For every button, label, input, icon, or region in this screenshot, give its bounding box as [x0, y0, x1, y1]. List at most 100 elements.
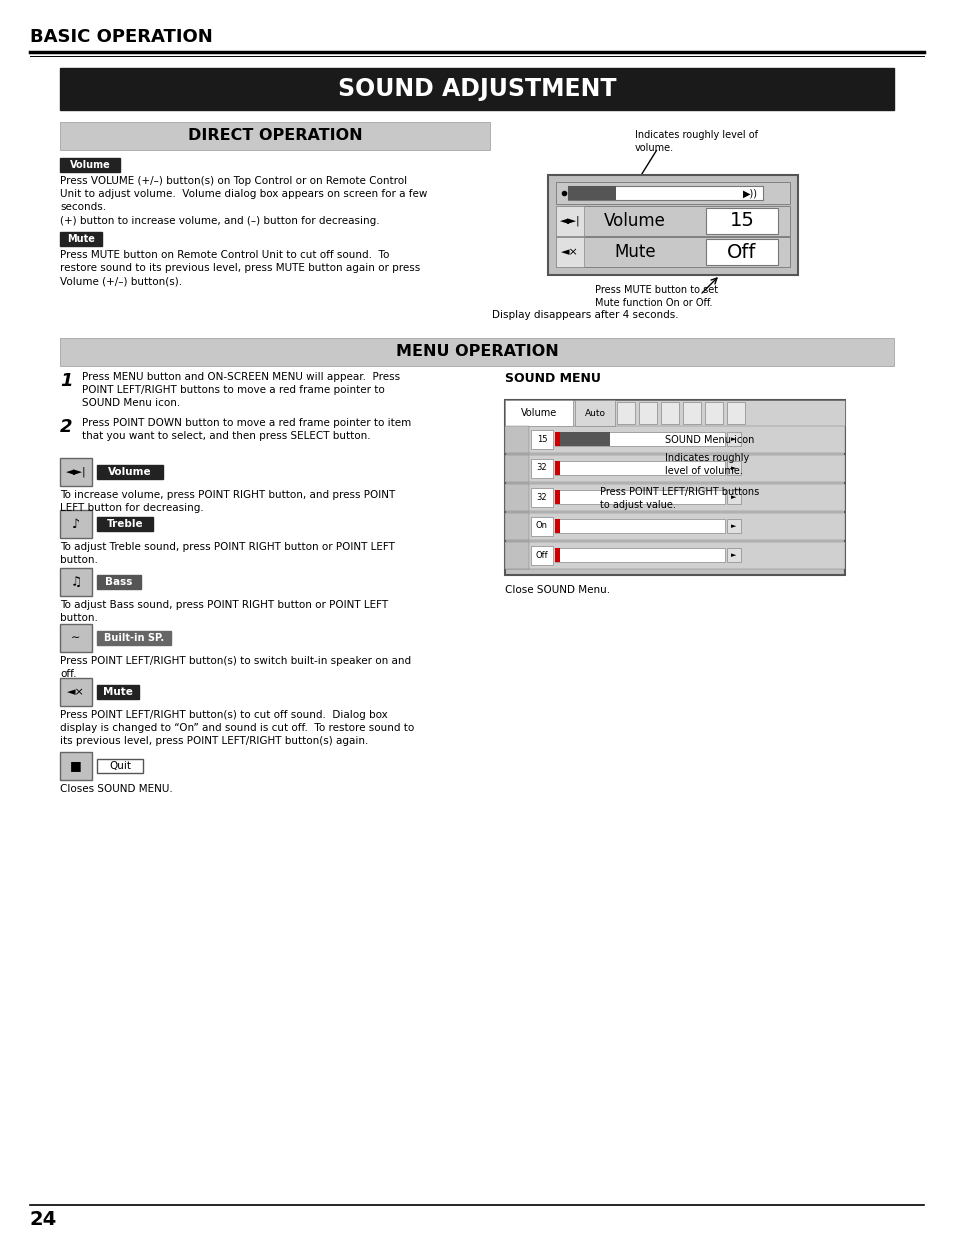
Bar: [504, 400, 844, 576]
Text: 15: 15: [537, 435, 547, 443]
Text: Press MENU button and ON-SCREEN MENU will appear.  Press
POINT LEFT/RIGHT button: Press MENU button and ON-SCREEN MENU wil…: [82, 372, 399, 409]
Text: ►: ►: [731, 436, 736, 442]
Text: Treble: Treble: [107, 519, 143, 529]
Bar: [60, 458, 91, 487]
Text: ►: ►: [731, 552, 736, 558]
Bar: [504, 426, 529, 453]
Text: Off: Off: [536, 551, 548, 559]
Text: ◄×: ◄×: [67, 687, 85, 697]
Text: On: On: [536, 521, 547, 531]
Bar: [531, 546, 553, 564]
Bar: [60, 68, 893, 110]
Text: Press MUTE button to set
Mute function On or Off.: Press MUTE button to set Mute function O…: [595, 285, 718, 309]
Text: SOUND MENU: SOUND MENU: [504, 372, 600, 385]
Text: 32: 32: [537, 493, 547, 501]
Text: To increase volume, press POINT RIGHT button, and press POINT
LEFT button for de: To increase volume, press POINT RIGHT bu…: [60, 490, 395, 514]
Bar: [555, 432, 609, 446]
Text: ♫: ♫: [71, 576, 82, 589]
Text: 1: 1: [60, 372, 72, 390]
Bar: [504, 484, 844, 511]
Text: Mute: Mute: [614, 243, 655, 261]
Bar: [531, 517, 553, 536]
Text: Mute: Mute: [67, 233, 95, 245]
Bar: [726, 461, 740, 475]
Bar: [556, 206, 583, 236]
Bar: [60, 624, 91, 652]
Bar: [555, 490, 559, 504]
Text: Auto: Auto: [584, 409, 605, 417]
Bar: [60, 510, 91, 538]
Bar: [555, 432, 559, 446]
Text: ►: ►: [731, 466, 736, 471]
Bar: [567, 186, 762, 200]
Bar: [617, 403, 635, 424]
Bar: [555, 548, 559, 562]
Text: Quit: Quit: [109, 761, 131, 771]
Bar: [575, 400, 615, 426]
Bar: [60, 158, 120, 172]
Bar: [555, 432, 724, 446]
Text: Volume: Volume: [520, 408, 557, 417]
Text: Press POINT DOWN button to move a red frame pointer to item
that you want to sel: Press POINT DOWN button to move a red fr…: [82, 417, 411, 441]
Bar: [97, 631, 171, 645]
Bar: [555, 461, 559, 475]
Text: ►: ►: [731, 522, 736, 529]
Bar: [726, 403, 744, 424]
Text: DIRECT OPERATION: DIRECT OPERATION: [188, 128, 362, 143]
Bar: [504, 484, 529, 511]
Text: ◄►|: ◄►|: [66, 467, 86, 477]
Bar: [60, 568, 91, 597]
Text: Bass: Bass: [105, 577, 132, 587]
Bar: [504, 400, 844, 426]
Bar: [97, 576, 141, 589]
Text: Volume: Volume: [108, 467, 152, 477]
Bar: [97, 760, 143, 773]
Bar: [555, 490, 724, 504]
Text: Indicates roughly
level of volume.: Indicates roughly level of volume.: [664, 453, 748, 477]
Text: ◄►|: ◄►|: [559, 216, 579, 226]
Bar: [504, 513, 529, 540]
Bar: [556, 206, 789, 236]
Bar: [531, 488, 553, 508]
Bar: [555, 519, 559, 534]
Text: Built-in SP.: Built-in SP.: [104, 634, 164, 643]
Text: Mute: Mute: [103, 687, 132, 697]
Bar: [555, 548, 724, 562]
Text: To adjust Bass sound, press POINT RIGHT button or POINT LEFT
button.: To adjust Bass sound, press POINT RIGHT …: [60, 600, 388, 624]
Bar: [531, 459, 553, 478]
Text: Display disappears after 4 seconds.: Display disappears after 4 seconds.: [492, 310, 678, 320]
Text: Volume: Volume: [70, 161, 111, 170]
Text: ■: ■: [71, 760, 82, 773]
Text: Press POINT LEFT/RIGHT buttons
to adjust value.: Press POINT LEFT/RIGHT buttons to adjust…: [599, 487, 759, 510]
Text: 15: 15: [729, 211, 754, 231]
Bar: [504, 542, 844, 569]
Bar: [705, 207, 778, 233]
Bar: [555, 519, 724, 534]
Bar: [504, 426, 844, 453]
Bar: [504, 454, 844, 482]
Text: ∼: ∼: [71, 634, 81, 643]
Bar: [547, 175, 797, 275]
Text: To adjust Treble sound, press POINT RIGHT button or POINT LEFT
button.: To adjust Treble sound, press POINT RIGH…: [60, 542, 395, 566]
Bar: [555, 461, 724, 475]
Bar: [556, 237, 789, 267]
Bar: [726, 490, 740, 504]
Bar: [504, 542, 529, 569]
Bar: [60, 752, 91, 781]
Bar: [639, 403, 657, 424]
Bar: [531, 430, 553, 450]
Bar: [567, 186, 616, 200]
Bar: [556, 237, 583, 267]
Bar: [504, 454, 529, 482]
Text: ▶)): ▶)): [741, 188, 757, 198]
Text: SOUND ADJUSTMENT: SOUND ADJUSTMENT: [337, 77, 616, 101]
Bar: [97, 466, 163, 479]
Bar: [705, 240, 778, 266]
Text: Press POINT LEFT/RIGHT button(s) to switch built-in speaker on and
off.: Press POINT LEFT/RIGHT button(s) to swit…: [60, 656, 411, 679]
Text: Volume: Volume: [603, 212, 665, 230]
Bar: [682, 403, 700, 424]
Bar: [704, 403, 722, 424]
Text: MENU OPERATION: MENU OPERATION: [395, 345, 558, 359]
Bar: [726, 548, 740, 562]
Bar: [97, 685, 139, 699]
